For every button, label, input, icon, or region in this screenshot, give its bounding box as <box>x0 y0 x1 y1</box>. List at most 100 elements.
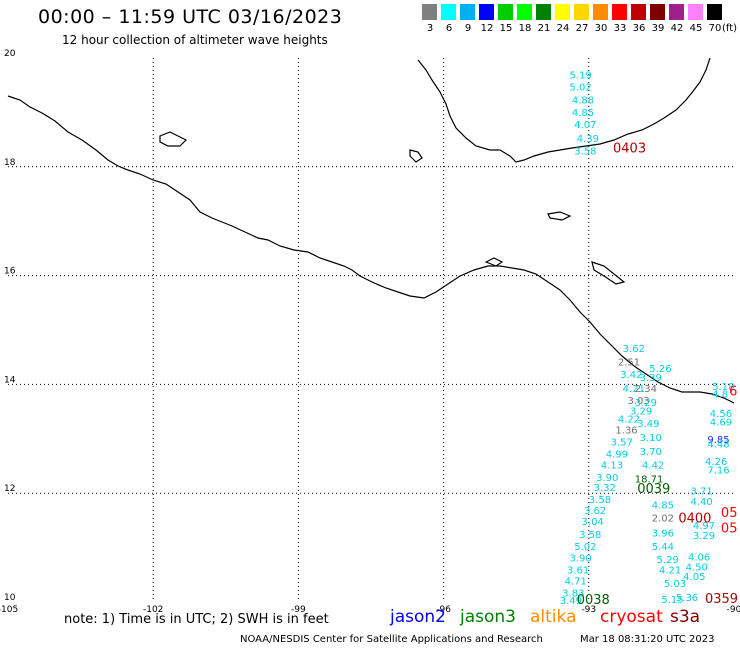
legend-label: 30 <box>594 23 608 34</box>
pass-time-label: 05 <box>721 506 738 521</box>
pass-time-label: 05 <box>721 521 738 536</box>
lat-label: 12 <box>4 484 15 494</box>
wave-height-value: 4.26 <box>705 457 727 468</box>
legend-label: 45 <box>689 23 703 34</box>
wave-height-value: 3.90 <box>596 473 618 484</box>
lon-label: -93 <box>581 605 596 615</box>
legend-swatch <box>555 4 570 20</box>
legend-label: 3 <box>426 23 434 34</box>
wave-height-value: 5.02 <box>569 83 591 94</box>
legend-swatch <box>669 4 684 20</box>
island-b <box>409 149 423 163</box>
legend-unit: (ft) <box>722 23 738 34</box>
wave-height-value: 4.8 <box>712 389 728 400</box>
wave-height-value: 7.16 <box>707 466 729 477</box>
wave-height-value: 5.18 <box>712 382 734 393</box>
wave-height-value: 3.49 <box>560 596 582 607</box>
note-text: note: 1) Time is in UTC; 2) SWH is in fe… <box>64 612 329 627</box>
legend-label: 12 <box>480 23 494 34</box>
legend-label: 42 <box>670 23 684 34</box>
wave-height-value: 4.40 <box>690 497 712 508</box>
satellite-jason3: jason3 <box>460 607 516 627</box>
wave-height-value: 3.29 <box>630 406 652 417</box>
wave-height-value: 3.58 <box>589 495 611 506</box>
island-e <box>484 257 504 267</box>
pass-time-label: 6 <box>729 384 737 399</box>
wave-height-value: 4.69 <box>710 418 732 429</box>
legend-swatch <box>631 4 646 20</box>
wave-height-value: 5.29 <box>657 555 679 566</box>
lon-label: -90 <box>727 605 740 615</box>
coastline <box>7 57 735 404</box>
wave-height-value: 9.85 <box>707 435 729 446</box>
wave-height-value: 5.26 <box>649 364 671 375</box>
legend-swatch <box>517 4 532 20</box>
wave-height-value: 3.57 <box>611 437 633 448</box>
wave-height-value: 4.13 <box>601 461 623 472</box>
legend-label: 15 <box>499 23 513 34</box>
map-title: 00:00 – 11:59 UTC 03/16/2023 <box>38 6 343 28</box>
wave-height-value: 4.85 <box>652 500 674 511</box>
legend-label: 33 <box>613 23 627 34</box>
lon-label: -105 <box>0 605 18 615</box>
legend-swatch <box>460 4 475 20</box>
lat-label: 10 <box>4 593 16 603</box>
lon-label: -99 <box>291 605 306 615</box>
legend-label: 36 <box>632 23 646 34</box>
wave-height-value: 5.36 <box>676 593 698 604</box>
island-d <box>591 261 626 285</box>
wave-height-value: 3.58 <box>574 146 596 157</box>
wave-height-value: 3.32 <box>594 483 616 494</box>
wave-height-value: 3.96 <box>652 529 674 540</box>
wave-height-value: 3.04 <box>582 517 604 528</box>
legend-swatch <box>574 4 589 20</box>
wave-height-value: 4.05 <box>683 572 705 583</box>
wave-height-value: 3.03 <box>628 396 650 407</box>
satellite-altika: altika <box>530 607 577 627</box>
wave-height-value: 4.99 <box>606 449 628 460</box>
legend-label: 70 <box>708 23 722 34</box>
wave-height-value: 4.48 <box>707 440 729 451</box>
lat-lon-grid: -105 -102 -99 -96 -93 -90 20 18 16 14 12 10 <box>0 49 740 615</box>
legend-label: 27 <box>575 23 589 34</box>
legend-swatch <box>650 4 665 20</box>
legend-swatch <box>479 4 494 20</box>
wave-height-value: 4.06 <box>688 553 710 564</box>
wave-height-value: 4.97 <box>693 521 715 532</box>
wave-height-value: 5.02 <box>574 542 596 553</box>
legend-swatch <box>707 4 722 20</box>
wave-height-value: 4.39 <box>577 134 599 145</box>
legend-swatch <box>422 4 437 20</box>
wave-height-value: 2.51 <box>618 357 640 368</box>
wave-height-value: 4.42 <box>642 461 664 472</box>
wave-height-value: 3.39 <box>640 373 662 384</box>
lat-label: 18 <box>4 158 16 168</box>
wave-height-value: 3.90 <box>569 554 591 565</box>
legend-swatch <box>441 4 456 20</box>
legend-swatch <box>498 4 513 20</box>
legend-swatch <box>536 4 551 20</box>
satellite-s3a: s3a <box>670 607 701 627</box>
wave-height-value: 4.85 <box>572 108 594 119</box>
wave-height-value: 4.07 <box>574 120 596 131</box>
mexico-pacific-coast <box>7 95 735 404</box>
wave-height-value: 18.71 <box>635 474 664 485</box>
wave-height-value: 3.58 <box>579 530 601 541</box>
wave-height-value: 3.49 <box>637 419 659 430</box>
satellite-cryosat: cryosat <box>600 607 663 627</box>
pass-time-label: 0400 <box>678 512 711 527</box>
lon-label: -96 <box>436 605 451 615</box>
wave-height-value: 4.56 <box>710 409 732 420</box>
pass-time-label: 0038 <box>577 593 610 608</box>
wave-height-value: 3.42 <box>620 370 642 381</box>
wave-height-value: 5.03 <box>664 579 686 590</box>
legend-swatch <box>688 4 703 20</box>
wave-height-value: 3.62 <box>584 506 606 517</box>
wave-height-value: 2.02 <box>652 513 674 524</box>
wave-height-value: 3.61 <box>567 566 589 577</box>
legend-label: 24 <box>556 23 570 34</box>
pass-time-label: 0403 <box>613 142 646 157</box>
lon-label: -102 <box>143 605 163 615</box>
wave-height-value: 4.88 <box>572 96 594 107</box>
